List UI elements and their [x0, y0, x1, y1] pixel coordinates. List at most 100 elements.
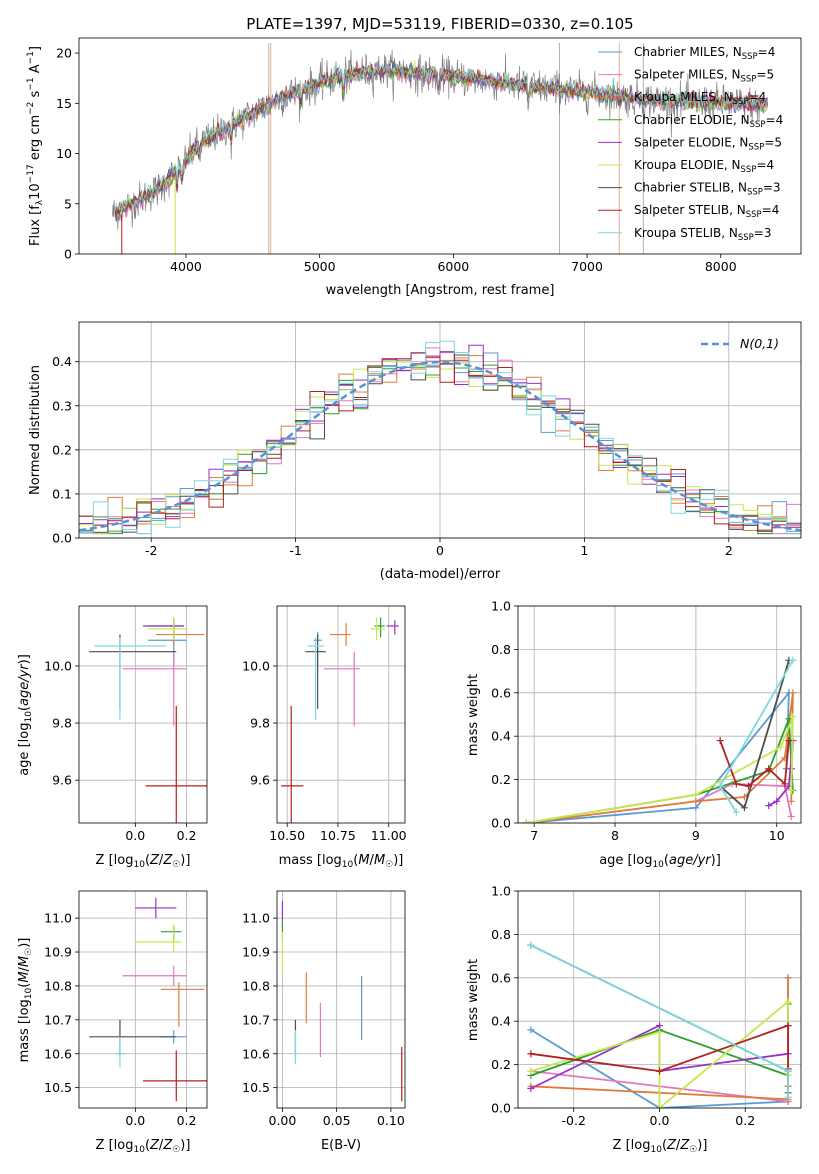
- x-axis-label: Z [log10(Z/Z☉)]: [96, 1138, 191, 1155]
- legend-label: Chabrier MILES, NSSP=4: [634, 45, 775, 62]
- y-axis-label: age [log10(age/yr)]: [17, 654, 34, 776]
- label-part: Z: [149, 1138, 160, 1153]
- errorbar-point-3: [160, 924, 182, 942]
- axes-frame: [276, 890, 406, 1109]
- y-tick-label: 1.0: [491, 884, 511, 899]
- legend-text: Kroupa MILES, N: [634, 90, 733, 104]
- label-part: λ: [35, 199, 45, 205]
- label-part: Z: [162, 1138, 173, 1153]
- label-part: )]: [180, 1138, 190, 1153]
- x-axis-label: mass [log10(M/M☉)]: [279, 853, 404, 870]
- y-tick-label: 0.0: [52, 531, 72, 546]
- label-part: 10: [24, 987, 34, 999]
- legend-text: =5: [756, 68, 774, 82]
- legend-text: =3: [763, 181, 781, 195]
- label-part: (: [662, 1138, 667, 1153]
- x-tick-label: -0.2: [562, 1113, 586, 1128]
- x-tick-label: 2: [725, 543, 733, 558]
- legend-label: Kroupa STELIB, NSSP=3: [634, 226, 772, 243]
- y-tick-label: 10.0: [242, 658, 270, 673]
- x-axis-label: Z [log10(Z/Z☉)]: [613, 1138, 708, 1155]
- errorbar-point-7: [145, 705, 207, 823]
- label-part: 10: [133, 860, 145, 870]
- legend-label: Salpeter ELODIE, NSSP=5: [634, 135, 782, 152]
- y-tick-label: 10.9: [44, 945, 72, 960]
- x-tick-label: 9: [692, 828, 700, 843]
- legend-text: Chabrier ELODIE, N: [634, 113, 750, 127]
- y-tick-label: 10.6: [44, 1046, 72, 1061]
- errorbar-point-8: [307, 637, 324, 721]
- series-line-3: [525, 718, 794, 823]
- series-marker: [789, 656, 797, 664]
- label-part: Z [log: [96, 853, 134, 868]
- legend-subscript: SSP: [741, 75, 757, 85]
- label-part: )]: [393, 853, 403, 868]
- y-axis-label: mass [log10(M/M☉)]: [17, 938, 34, 1063]
- series-marker: [765, 802, 773, 810]
- legend-text: Kroupa STELIB, N: [634, 226, 738, 240]
- y-tick-label: 11.0: [242, 911, 270, 926]
- label-part: −17: [26, 164, 36, 183]
- errorbar-point-1: [122, 965, 187, 986]
- legend-subscript: SSP: [738, 233, 754, 243]
- plot-area-age_vs_Z: [89, 617, 207, 823]
- errorbar-point-4: [386, 620, 399, 635]
- x-tick-label: 0.10: [377, 1113, 405, 1128]
- axes-frame: [78, 890, 208, 1109]
- label-part: )]: [17, 938, 32, 948]
- axes-frame: [78, 605, 208, 824]
- label-part: Flux [f: [28, 205, 43, 246]
- y-tick-label: 0.0: [491, 816, 511, 831]
- axes-frame: [78, 321, 802, 539]
- axes-frame: [78, 37, 802, 255]
- label-part: age/yr: [17, 663, 32, 706]
- x-tick-label: -2: [145, 543, 157, 558]
- label-part: 10: [652, 860, 664, 870]
- gaussian-curve: [79, 360, 801, 532]
- label-part: Z [log: [613, 1138, 651, 1153]
- histogram-step-7: [79, 352, 801, 531]
- x-tick-label: 10.50: [269, 828, 305, 843]
- label-part: A: [28, 64, 43, 77]
- label-part: /: [370, 853, 375, 868]
- series-marker: [785, 737, 793, 745]
- plot-area-massweight_vs_age: [522, 656, 797, 823]
- legend-label: Salpeter MILES, NSSP=5: [634, 68, 774, 85]
- legend-label: Kroupa ELODIE, NSSP=4: [634, 158, 774, 175]
- series-marker: [732, 780, 740, 788]
- series-marker: [789, 689, 797, 697]
- axes-mass_vs_ebv: 0.00 0.05 0.10 10.5 10.6 10.7 10.8 10.9 11.0: [242, 890, 406, 1128]
- legend-text: =4: [766, 113, 784, 127]
- label-part: mass [log: [17, 999, 32, 1062]
- series-marker: [656, 1104, 663, 1108]
- y-tick-label: 10.0: [44, 658, 72, 673]
- y-tick-label: 10.5: [44, 1080, 72, 1095]
- y-tick-label: 15: [56, 96, 72, 111]
- x-tick-label: 0.0: [125, 1113, 145, 1128]
- label-part: (: [17, 706, 32, 711]
- label-part: M: [374, 853, 385, 868]
- histogram-step-4: [79, 344, 801, 529]
- plot-area-mass_vs_ebv: [281, 901, 403, 1102]
- label-part: ☉: [24, 948, 34, 956]
- errorbar-point-2: [329, 623, 351, 646]
- legend-text: =4: [749, 90, 767, 104]
- errorbar-point-4: [135, 897, 177, 919]
- x-axis-label: E(B-V): [321, 1138, 361, 1153]
- label-part: Z: [162, 853, 173, 868]
- label-part: (: [145, 853, 150, 868]
- axes-frame: [517, 605, 802, 824]
- legend-label: Kroupa MILES, NSSP=4: [634, 90, 766, 107]
- y-tick-label: 10.8: [242, 978, 270, 993]
- y-tick-label: 0.8: [491, 927, 511, 942]
- y-tick-label: 10.9: [242, 945, 270, 960]
- x-tick-label: 10: [769, 828, 785, 843]
- y-tick-label: 0.6: [491, 685, 511, 700]
- histogram-step-8: [79, 340, 801, 535]
- y-axis-label: Normed distribution: [28, 365, 43, 495]
- legend-text: =4: [756, 158, 774, 172]
- x-tick-label: 0.2: [177, 828, 197, 843]
- label-part: −2: [26, 102, 36, 115]
- label-part: erg cm: [28, 115, 43, 164]
- y-tick-label: 0.2: [491, 1057, 511, 1072]
